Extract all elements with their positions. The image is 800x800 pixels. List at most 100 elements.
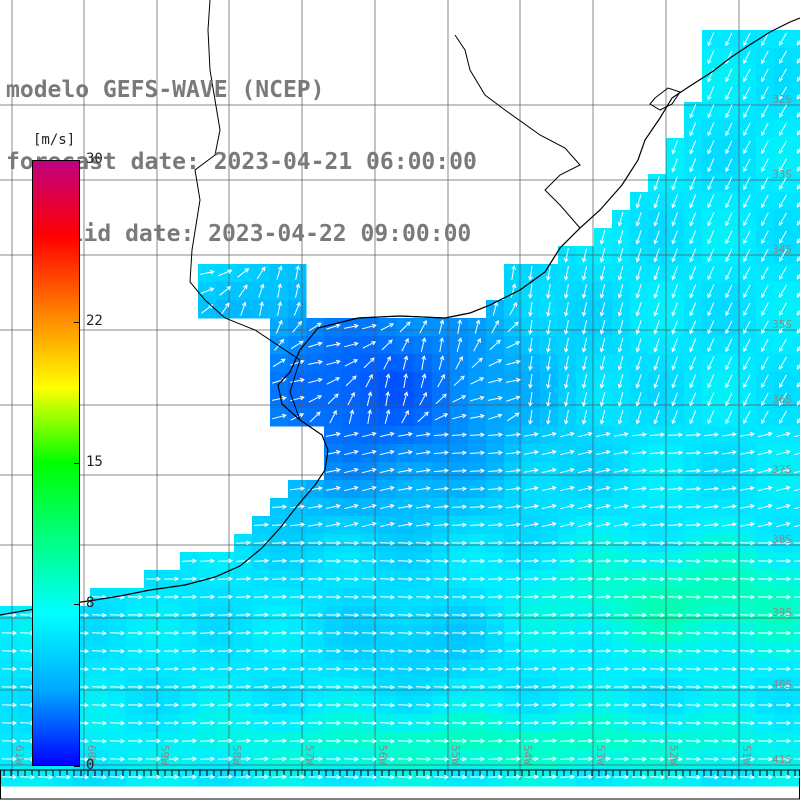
wind-arrow: [739, 738, 756, 744]
wind-arrow: [146, 738, 162, 744]
wind-arrow: [617, 374, 624, 389]
wind-arrow: [725, 104, 733, 119]
wind-cell: [792, 282, 800, 301]
wind-arrow: [433, 576, 450, 582]
wind-arrow: [416, 468, 431, 473]
wind-arrow: [146, 756, 162, 762]
wind-cell: [792, 138, 800, 157]
wind-arrow: [343, 684, 360, 690]
wind-arrow: [419, 391, 427, 406]
wind-arrow: [289, 522, 306, 528]
wind-arrow: [397, 684, 414, 690]
wind-arrow: [703, 558, 720, 564]
wind-arrow: [703, 504, 720, 510]
wind-arrow: [451, 738, 468, 744]
lon-label: 60W: [85, 745, 98, 765]
wind-arrow: [685, 738, 702, 744]
wind-arrow: [581, 284, 588, 299]
wind-arrow: [761, 392, 769, 407]
wind-arrow: [743, 374, 751, 389]
wind-arrow: [488, 395, 503, 401]
wind-arrow: [469, 432, 486, 438]
wind-arrow: [613, 558, 630, 564]
wind-arrow: [1, 738, 18, 744]
wind-arrow: [721, 738, 738, 744]
wind-arrow: [217, 666, 234, 672]
wind-arrow: [725, 140, 733, 155]
wind-arrow: [581, 248, 588, 263]
wind-arrow: [253, 720, 270, 726]
wind-arrow: [470, 774, 486, 780]
wind-arrow: [487, 504, 504, 510]
wind-arrow: [743, 356, 751, 371]
wind-arrow: [308, 359, 323, 365]
wind-arrow: [778, 320, 787, 335]
wind-arrow: [667, 522, 684, 528]
wind-arrow: [1, 756, 18, 762]
wind-arrow: [523, 612, 540, 618]
wind-arrow: [689, 392, 697, 407]
wind-arrow: [470, 702, 486, 708]
wind-arrow: [703, 684, 720, 690]
wind-arrow: [667, 720, 684, 726]
wind-arrow: [146, 648, 162, 654]
wind-arrow: [487, 558, 504, 564]
wind-arrow: [523, 648, 540, 654]
wind-arrow: [523, 756, 540, 762]
wind-arrow: [541, 540, 558, 546]
wind-arrow: [344, 485, 359, 492]
wind-arrow: [703, 594, 720, 600]
wind-arrow: [599, 392, 606, 407]
wind-arrow: [380, 467, 395, 474]
grid-labels: 32S 33S 34S 35S 36S 37S 38S 39S 40S 41S 61W 60W 59W 5…: [13, 93, 792, 766]
wind-arrow: [199, 666, 216, 672]
wind-arrow: [722, 468, 737, 473]
wind-arrow: [253, 684, 270, 690]
wind-arrow: [596, 503, 611, 509]
wind-arrow: [451, 486, 468, 492]
wind-arrow: [707, 104, 715, 119]
wind-arrow: [256, 266, 266, 280]
lat-label: 40S: [772, 678, 792, 691]
wind-arrow: [595, 720, 612, 726]
wind-arrow: [487, 702, 504, 708]
wind-arrow: [455, 355, 463, 370]
wind-arrow: [743, 122, 751, 137]
wind-arrow: [289, 612, 306, 618]
wind-arrow: [577, 558, 594, 564]
wind-arrow: [438, 355, 445, 370]
wind-arrow: [433, 666, 450, 672]
wind-arrow: [578, 485, 593, 492]
wind-arrow: [487, 522, 504, 528]
wind-arrow: [595, 774, 612, 780]
wind-arrow: [380, 485, 395, 492]
wind-arrow: [721, 558, 738, 564]
wind-arrow: [776, 467, 791, 474]
wind-arrow: [1, 612, 18, 618]
wind-arrow: [725, 320, 733, 335]
wind-arrow: [631, 630, 648, 636]
wind-arrow: [757, 576, 774, 582]
wind-arrow: [563, 284, 569, 299]
wind-arrow: [631, 738, 648, 744]
wind-arrow: [546, 320, 551, 335]
wind-arrow: [578, 431, 593, 438]
wind-arrow: [470, 377, 485, 385]
wind-cell: [792, 498, 800, 517]
wind-arrow: [235, 774, 252, 780]
wind-arrow: [488, 377, 503, 384]
wind-arrow: [397, 558, 414, 564]
wind-arrow: [631, 432, 648, 437]
wind-arrow: [776, 720, 792, 726]
wind-arrow: [398, 432, 413, 437]
wind-arrow: [181, 684, 198, 690]
wind-arrow: [707, 392, 715, 407]
wind-arrow: [470, 684, 486, 690]
wind-arrow: [523, 738, 540, 744]
wind-arrow: [308, 576, 324, 582]
wind-arrow: [671, 338, 678, 353]
wind-arrow: [146, 630, 162, 636]
wind-arrow: [505, 684, 522, 690]
wind-arrow: [740, 486, 755, 491]
wind-arrow: [379, 648, 396, 654]
